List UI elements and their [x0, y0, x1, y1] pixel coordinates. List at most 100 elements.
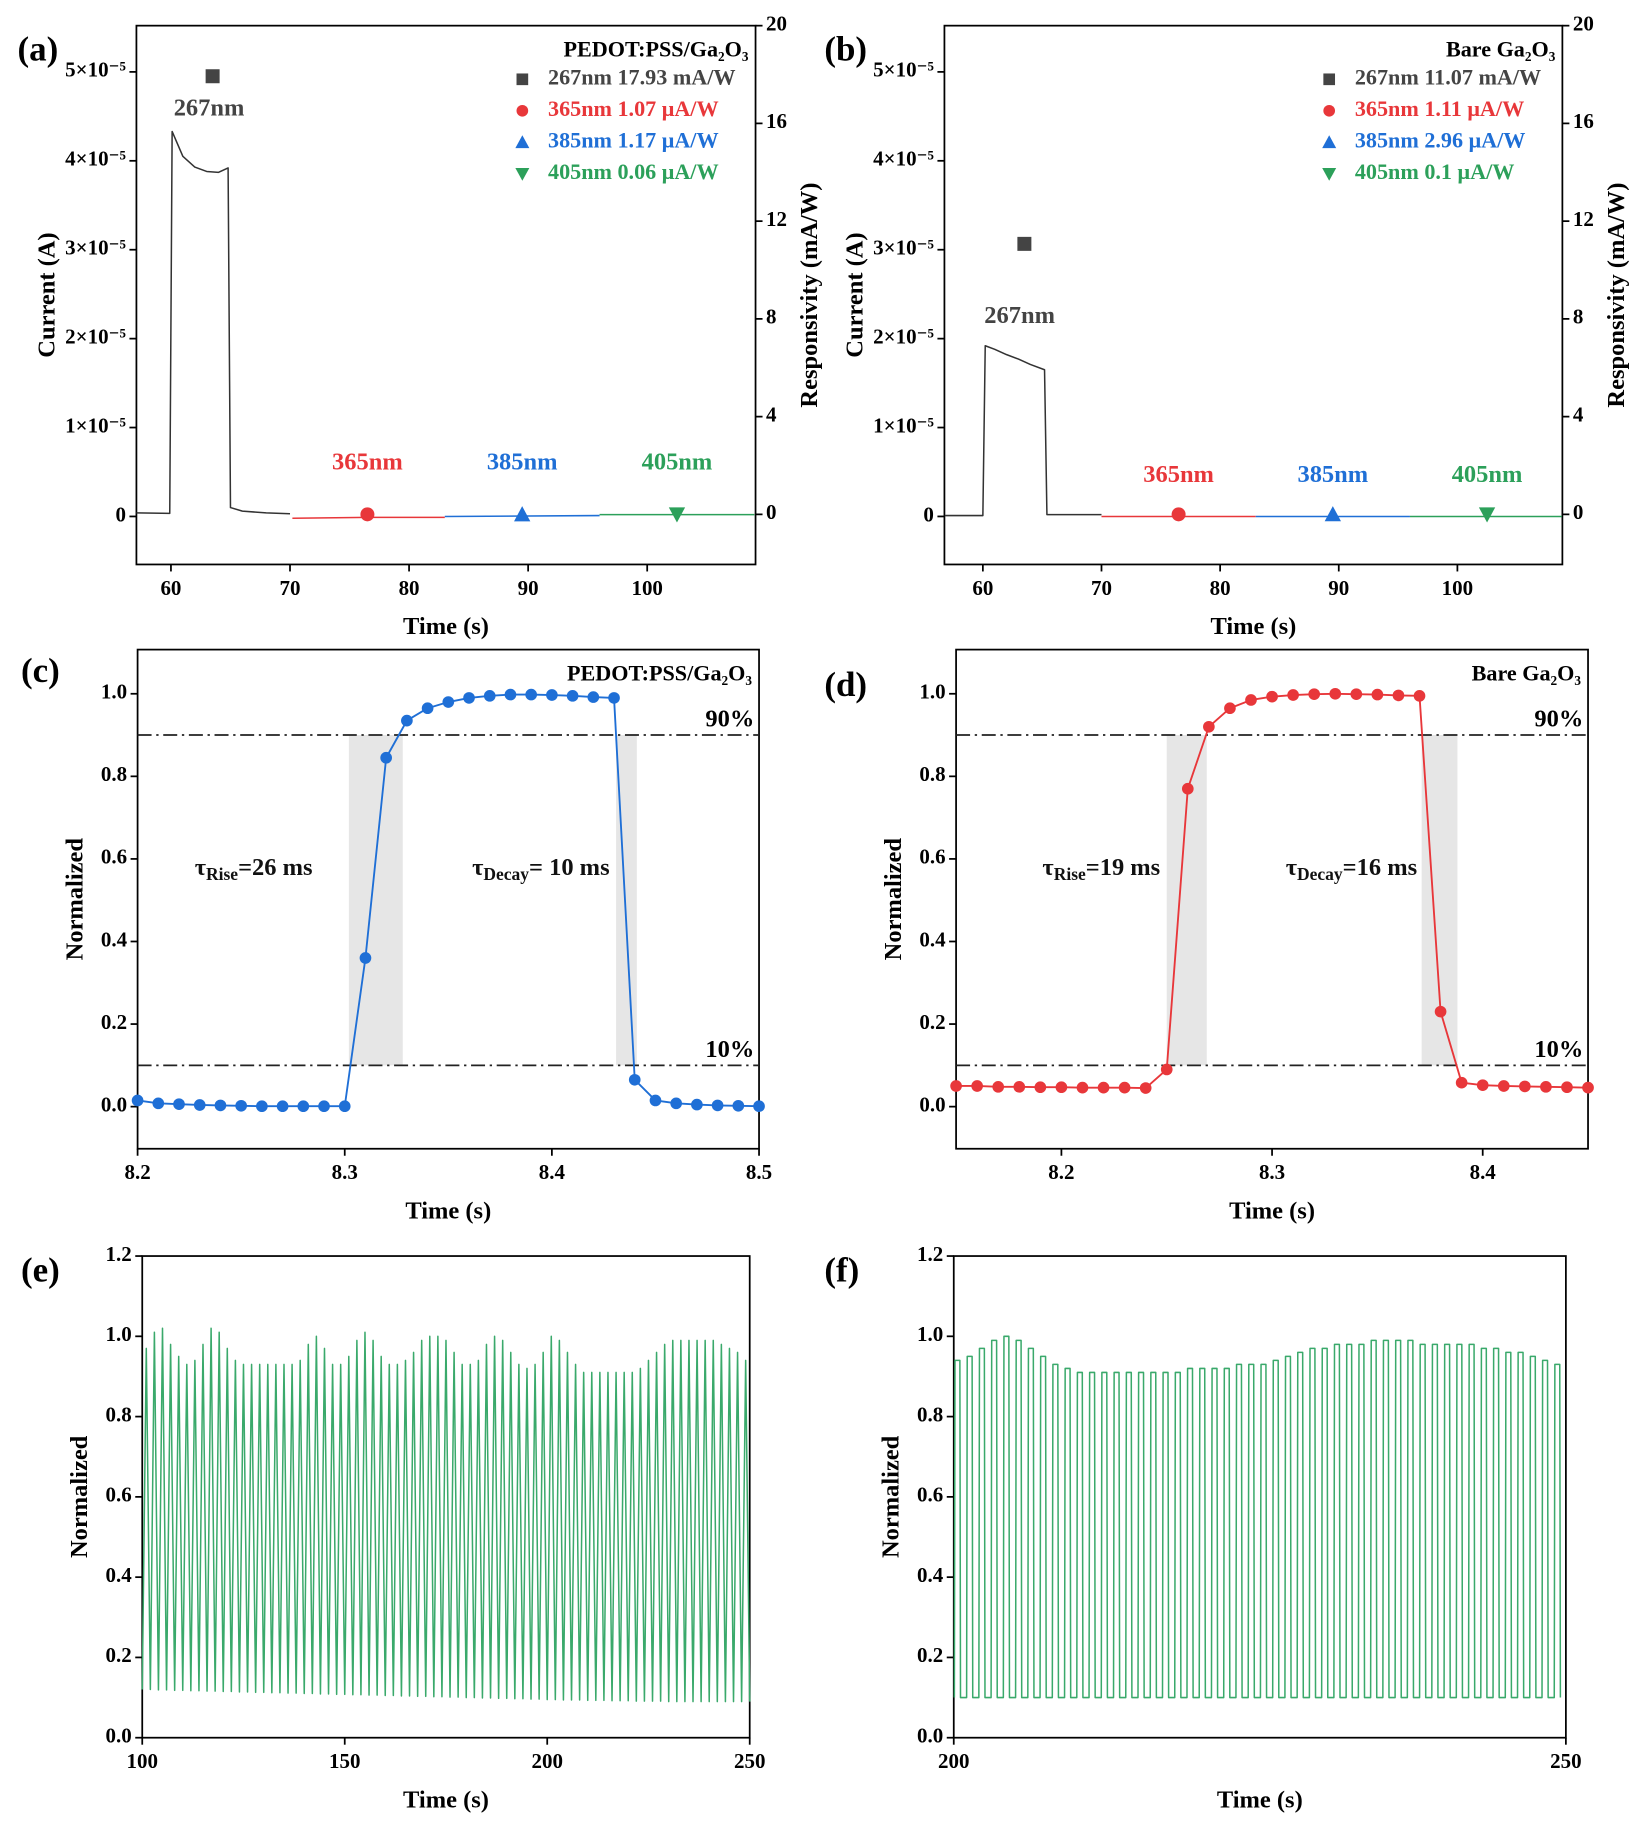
annotation: 385nm — [1297, 461, 1368, 488]
y-tick-label: 2×10⁻⁵ — [873, 324, 934, 348]
data-point — [587, 691, 600, 703]
legend-marker — [1322, 135, 1337, 149]
x-tick-label: 80 — [399, 576, 420, 600]
annotation: 365nm — [1143, 461, 1214, 488]
annotation-subscript: Rise — [206, 864, 238, 884]
reference-label: 10% — [705, 1036, 754, 1063]
plot-frame — [136, 648, 760, 1150]
y2-axis-label: Responsivity (mA/W) — [1603, 183, 1630, 408]
y-axis-label: Normalized — [66, 1435, 93, 1558]
data-point — [318, 1100, 330, 1113]
reference-label: 90% — [705, 706, 754, 733]
reference-label: 10% — [1534, 1036, 1583, 1063]
legend-title: PEDOT:PSS/Ga₂O₃ — [563, 36, 748, 61]
legend-marker — [516, 73, 529, 86]
legend-label: 385nm 1.17 μA/W — [548, 127, 719, 152]
y-tick-label: 0.4 — [917, 1563, 944, 1587]
annotation-subscript: Decay — [483, 864, 529, 884]
legend-label: 405nm 0.06 μA/W — [548, 159, 719, 184]
y-tick-label: 0.6 — [106, 1483, 132, 1507]
y2-tick-label: 12 — [766, 207, 787, 231]
y-tick-label: 1.2 — [106, 1242, 132, 1266]
annotation: τRise=19 ms — [1042, 853, 1160, 883]
y-axis-label: Normalized — [62, 838, 89, 961]
data-point — [359, 952, 372, 964]
data-point — [691, 1098, 703, 1111]
data-point — [1413, 690, 1426, 702]
data-point — [628, 1073, 641, 1086]
y-tick-label: 0.6 — [919, 845, 945, 869]
legend-marker — [516, 104, 529, 117]
x-tick-label: 8.3 — [1259, 1160, 1285, 1184]
data-point — [1350, 688, 1363, 701]
y2-tick-label: 8 — [766, 305, 776, 329]
y-tick-label: 1.2 — [917, 1242, 943, 1266]
y2-tick-label: 0 — [1573, 500, 1583, 524]
series-line — [944, 344, 1102, 517]
panel-label: (b) — [824, 30, 867, 69]
y-tick-label: 0.0 — [919, 1092, 945, 1116]
y-tick-label: 0.6 — [101, 845, 127, 869]
y-axis-label: Normalized — [880, 838, 907, 961]
x-tick-label: 8.3 — [332, 1160, 358, 1184]
data-point — [173, 1098, 185, 1110]
plot-frame — [135, 24, 757, 566]
legend-label: 267nm 11.07 mA/W — [1355, 64, 1541, 89]
x-tick-label: 70 — [280, 576, 301, 600]
legend-label: 365nm 1.07 μA/W — [548, 96, 719, 121]
y-axis-label: Normalized — [878, 1435, 905, 1558]
data-point — [442, 696, 455, 708]
y2-tick-label: 20 — [1573, 11, 1594, 35]
x-tick-label: 90 — [1328, 576, 1349, 600]
series-line — [137, 693, 760, 1108]
x-tick-label: 250 — [734, 1749, 765, 1773]
annotation: 385nm — [487, 449, 558, 476]
legend-marker — [1323, 104, 1336, 117]
x-tick-label: 60 — [160, 576, 181, 600]
x-tick-label: 70 — [1091, 576, 1112, 600]
data-point — [1497, 1080, 1510, 1092]
annotation-subscript: Decay — [1297, 864, 1343, 884]
annotation-symbol: τ — [1286, 853, 1297, 880]
x-axis-label: Time (s) — [1229, 1198, 1315, 1225]
y-tick-label: 4×10⁻⁵ — [873, 147, 934, 171]
x-axis-label: Time (s) — [403, 1786, 489, 1813]
data-point — [732, 1099, 745, 1112]
data-point — [971, 1080, 983, 1092]
data-point — [1392, 689, 1405, 702]
y-tick-label: 0.0 — [101, 1092, 127, 1116]
y-tick-label: 3×10⁻⁵ — [65, 236, 126, 260]
panel-label: (c) — [21, 651, 60, 690]
data-point — [276, 1100, 289, 1113]
data-point — [670, 1097, 683, 1110]
x-tick-label: 8.4 — [1470, 1160, 1497, 1184]
data-point — [1434, 1005, 1447, 1018]
legend-marker — [1322, 167, 1337, 181]
data-point — [1478, 507, 1496, 523]
legend-title: PEDOT:PSS/Ga₂O₃ — [567, 660, 752, 685]
legend-marker — [1323, 73, 1336, 86]
x-tick-label: 60 — [972, 576, 993, 600]
data-point — [401, 714, 413, 727]
y-tick-label: 4×10⁻⁵ — [65, 147, 126, 171]
series-line — [953, 1335, 1562, 1699]
x-tick-label: 8.2 — [124, 1160, 150, 1184]
y-tick-label: 5×10⁻⁵ — [65, 58, 126, 82]
data-point — [1013, 1080, 1026, 1093]
data-point — [1308, 688, 1321, 701]
y2-tick-label: 16 — [1573, 109, 1594, 133]
data-point — [131, 1094, 144, 1107]
data-point — [235, 1099, 247, 1112]
data-point — [1287, 689, 1299, 701]
data-point — [753, 1100, 765, 1113]
data-point — [1160, 1063, 1173, 1076]
x-tick-label: 100 — [1442, 576, 1473, 600]
annotation: τDecay= 10 ms — [472, 853, 609, 883]
y-tick-label: 0.6 — [917, 1483, 943, 1507]
y2-tick-label: 16 — [766, 109, 787, 133]
y-tick-label: 0.2 — [919, 1010, 945, 1034]
x-axis-label: Time (s) — [403, 613, 489, 640]
panel-label: (a) — [17, 30, 58, 69]
panel-label: (e) — [21, 1251, 60, 1290]
